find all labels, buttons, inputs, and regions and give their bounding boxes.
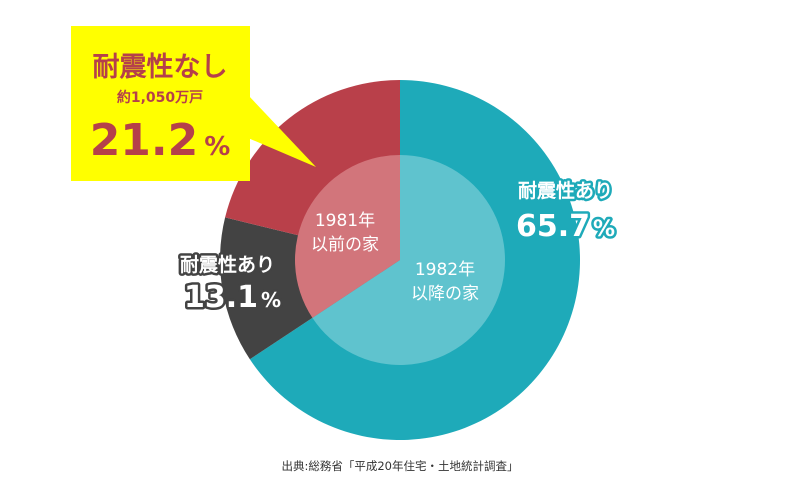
label-dark: 耐震性あり 13.1% [178,251,284,318]
callout-box [71,26,250,181]
inner-label-1981-line1: 1981年 [315,211,375,231]
inner-slice-0 [312,155,505,366]
label-dark-text: 耐震性あり [180,253,275,276]
label-teal-number: 65.7 [516,209,590,244]
label-dark-unit: % [261,288,281,312]
inner-slice-1 [294,155,400,318]
label-dark-value: 13.1% [184,280,281,315]
label-teal-unit: % [593,217,615,242]
callout-label: 耐震性なし [93,52,228,83]
inner-label-1982-line1: 1982年 [415,260,475,280]
inner-label-1982-line2: 以降の家 [411,284,479,304]
label-teal: 耐震性あり 65.7% [514,177,618,247]
callout-value: 21.2% [90,115,231,166]
callout-unit: % [204,132,230,162]
callout-sublabel: 約1,050万戸 [117,89,203,106]
label-dark-number: 13.1 [184,280,258,315]
label-teal-text: 耐震性あり [518,179,613,202]
label-teal-value: 65.7% [516,209,615,244]
source-note: 出典:総務省「平成20年住宅・土地統計調査」 [281,459,518,473]
callout-value-number: 21.2 [90,115,199,166]
callout: 耐震性なし 約1,050万戸 21.2% [71,26,316,181]
inner-label-1981-line2: 以前の家 [311,235,379,255]
callout-pointer [248,95,316,167]
